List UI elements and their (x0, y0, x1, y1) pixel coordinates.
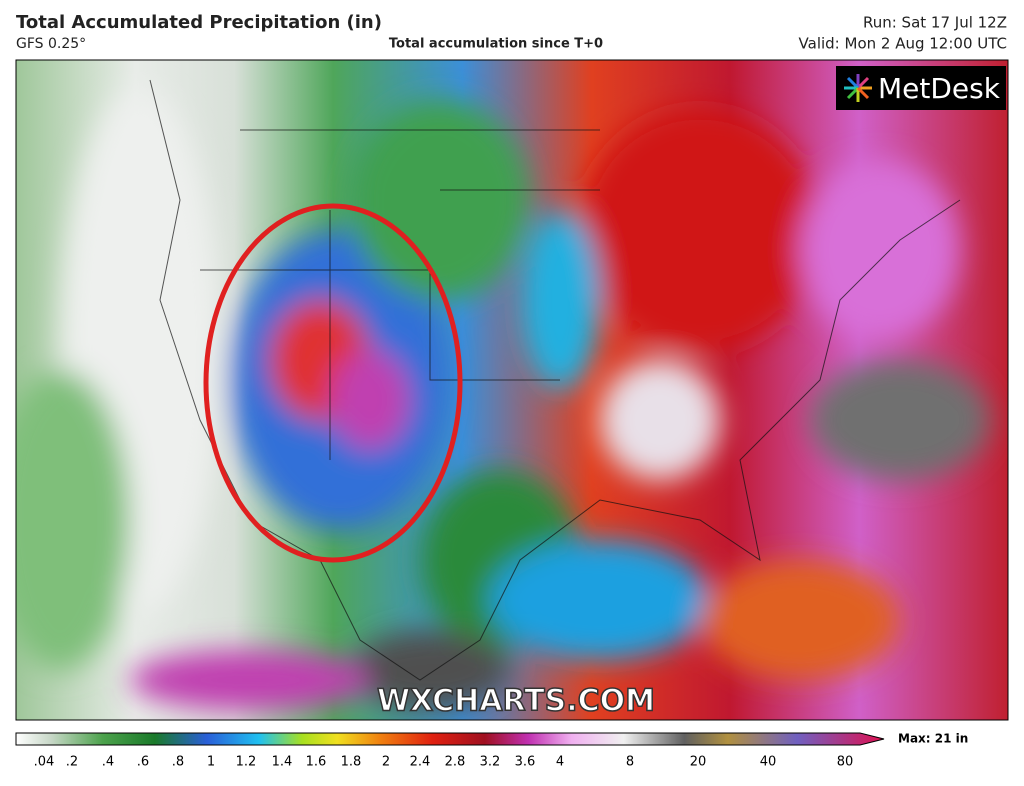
legend-label: 1 (207, 755, 215, 770)
title: Total Accumulated Precipitation (in) (16, 12, 382, 33)
legend-label: .6 (137, 755, 149, 770)
borders (149, 79, 961, 681)
watermark: WXCHARTS.COM (377, 684, 655, 719)
subtitle: Total accumulation since T+0 (389, 37, 603, 52)
run-time: Run: Sat 17 Jul 12Z (863, 14, 1007, 32)
precip-field: MetDesk WXCHARTS.COM (16, 60, 1008, 720)
legend-label: .8 (172, 755, 184, 770)
legend-label: .4 (102, 755, 114, 770)
legend-label: 1.2 (236, 755, 257, 770)
legend-label: 3.6 (515, 755, 536, 770)
model: GFS 0.25° (16, 36, 86, 52)
color-scale (15, 732, 885, 746)
brand-logo (844, 74, 872, 102)
brand-name: MetDesk (878, 72, 1001, 105)
valid-time: Valid: Mon 2 Aug 12:00 UTC (799, 35, 1007, 53)
legend-label: .04 (34, 755, 55, 770)
legend-max: Max: 21 in (898, 732, 968, 746)
legend-label: 1.8 (341, 755, 362, 770)
legend-label: 1.6 (306, 755, 327, 770)
legend-label: 20 (690, 755, 707, 770)
legend-label: 2.8 (445, 755, 466, 770)
legend-label: 40 (760, 755, 777, 770)
legend-label: 1.4 (272, 755, 293, 770)
legend-label: .2 (66, 755, 78, 770)
legend-label: 3.2 (480, 755, 501, 770)
legend-label: 80 (837, 755, 854, 770)
legend-label: 8 (626, 755, 634, 770)
legend-label: 2.4 (410, 755, 431, 770)
legend-labels: .04 .2 .4 .6 .8 1 1.2 1.4 1.6 1.8 2 2.4 2.8 3.2 3.6 4 8 2… (34, 755, 854, 770)
highlight-ellipse (203, 203, 463, 563)
legend-label: 2 (382, 755, 390, 770)
field-blobs (16, 90, 990, 710)
legend-label: 4 (556, 755, 564, 770)
map-frame (15, 59, 1009, 721)
